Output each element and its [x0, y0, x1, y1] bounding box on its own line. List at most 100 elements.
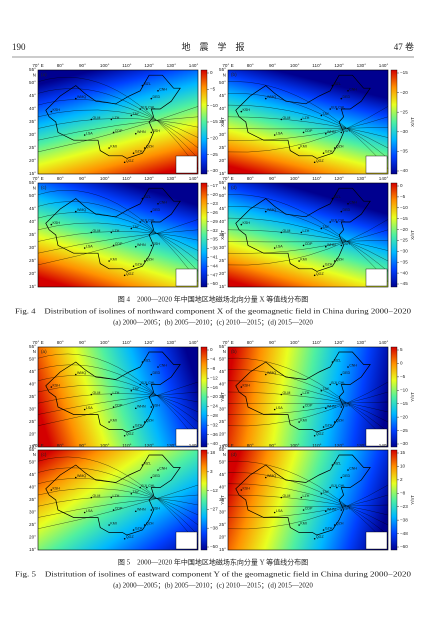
station-marker: [112, 509, 115, 511]
station-label: DED: [343, 208, 351, 212]
longitude-label: 140°: [379, 443, 389, 448]
station-label: LSA: [276, 131, 283, 135]
station-label: TAY: [133, 490, 140, 494]
colorbar-tick-label: −5: [400, 194, 406, 199]
colorbar-tick-label: −5: [210, 87, 216, 92]
caption-sub: (a) 2000—2005；(b) 2005—2010；(c) 2010—201…: [113, 319, 313, 327]
isoline: [227, 391, 389, 413]
isoline: [37, 222, 199, 251]
station-marker: [143, 147, 146, 149]
station-label: KSH: [53, 108, 61, 112]
colorbar-tick-label: −30: [400, 441, 408, 446]
station-marker: [143, 421, 146, 423]
station-label: CDP: [305, 242, 313, 246]
latitude-label: 55°: [219, 344, 226, 349]
colorbar-tick-label: −40: [210, 441, 218, 446]
station-label: KMI: [110, 521, 116, 525]
station-marker: [313, 537, 316, 540]
station-marker: [322, 529, 325, 531]
station-label: KMI: [110, 418, 116, 422]
colorbar-tick-label: −20: [400, 90, 408, 95]
isoline: [227, 194, 389, 282]
colorbar-tick-label: −35: [210, 237, 218, 242]
station-label: QGZ: [316, 272, 325, 276]
station-label: MZL: [334, 358, 341, 362]
latitude-label: 55°: [219, 67, 226, 72]
station-marker: [329, 383, 332, 386]
longitude-label: 100°: [100, 63, 110, 68]
longitude-label: 110°: [122, 443, 131, 448]
station-marker: [150, 406, 153, 408]
station-label: DED: [343, 371, 351, 375]
station-marker: [157, 366, 159, 368]
latitude-label: 55°: [219, 180, 226, 185]
station-label: WHN: [327, 243, 336, 247]
colorbar-unit: Y/nT: [410, 495, 415, 505]
latitude-label: 50°: [29, 80, 36, 85]
station-marker: [141, 197, 144, 200]
station-label: QZH: [336, 257, 344, 261]
longitude-label: 90°: [269, 63, 276, 68]
colorbar-tick-label: −24: [210, 404, 218, 409]
station-marker: [340, 210, 343, 213]
longitude-label: 130°: [357, 443, 367, 448]
isoline: [227, 461, 389, 546]
colorbar: [390, 346, 398, 448]
station-label: CNH: [159, 87, 167, 91]
station-label: CHL: [148, 218, 155, 222]
latitude-label: 45°: [219, 93, 226, 98]
station-label: KMI: [110, 144, 116, 148]
station-marker: [329, 108, 332, 110]
isoline: [227, 358, 389, 443]
station-label: CDP: [305, 129, 313, 133]
station-label: KSH: [243, 486, 251, 490]
station-label: DED: [153, 95, 161, 99]
station-marker: [340, 131, 343, 134]
station-marker: [108, 421, 110, 423]
latitude-label: 35°: [29, 497, 36, 502]
latitude-label: N: [33, 72, 36, 77]
colorbar-unit: X/nT: [410, 117, 415, 127]
latitude-label: 55°: [219, 447, 226, 452]
station-marker: [240, 223, 243, 226]
latitude-label: 25°: [29, 258, 36, 263]
longitude-label: 90°: [269, 176, 276, 181]
station-label: CHL: [148, 381, 155, 385]
longitude-label: 140°: [379, 340, 389, 345]
colorbar-tick-label: 0: [210, 70, 213, 75]
isoline: [37, 385, 199, 413]
station-marker: [132, 529, 135, 531]
colorbar-tick-label: −30: [400, 129, 408, 134]
colorbar-tick-label: −5: [400, 374, 406, 379]
station-marker: [74, 476, 77, 479]
longitude-label: 130°: [167, 340, 177, 345]
station-label: KMI: [300, 521, 306, 525]
station-label: CDP: [115, 506, 123, 510]
station-marker: [347, 366, 349, 368]
longitude-label: 140°: [189, 176, 199, 181]
latitude-label: 25°: [219, 419, 226, 424]
longitude-label: 70° E: [222, 340, 233, 345]
colorbar-tick-label: −38: [400, 517, 408, 522]
latitude-label: 15°: [219, 547, 226, 552]
station-marker: [123, 537, 126, 540]
latitude-label: 25°: [219, 258, 226, 263]
panel-label: (d): [231, 452, 237, 457]
station-label: LZH: [113, 116, 120, 120]
map-frame: [227, 346, 389, 448]
isoline: [37, 229, 199, 254]
colorbar-unit: Y/nT: [410, 392, 415, 402]
colorbar-tick-label: −50: [210, 281, 218, 286]
station-marker: [340, 373, 343, 376]
longitude-label: 140°: [189, 340, 199, 345]
colorbar-tick-label: −30: [210, 168, 218, 173]
caption-en: Fig. 5 Distritution of isolines of eastw…: [15, 571, 412, 579]
colorbar-tick-label: 0: [210, 347, 213, 352]
station-marker: [150, 509, 153, 511]
station-marker: [74, 373, 77, 376]
longitude-label: 130°: [357, 340, 367, 345]
colorbar-tick-label: 3: [210, 469, 213, 474]
station-label: QZH: [146, 521, 154, 525]
latitude-label: 45°: [219, 206, 226, 211]
